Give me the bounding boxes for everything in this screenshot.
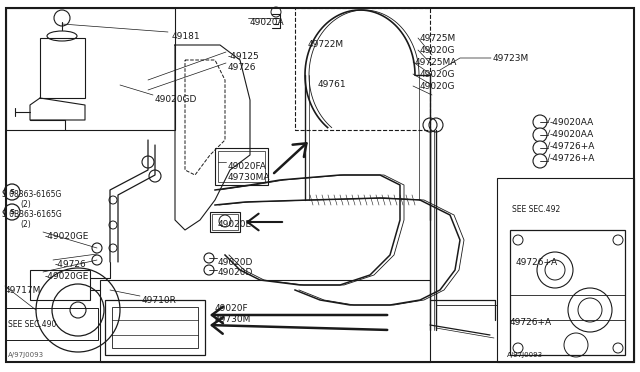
Text: 49726: 49726 — [228, 63, 257, 72]
Text: 49020G: 49020G — [420, 46, 456, 55]
Text: -49726+A: -49726+A — [550, 154, 595, 163]
Text: 49725MA: 49725MA — [415, 58, 458, 67]
Text: SEE SEC.490: SEE SEC.490 — [8, 320, 56, 329]
Text: 49722M: 49722M — [308, 40, 344, 49]
Text: 49730MA: 49730MA — [228, 173, 271, 182]
Text: S 08363-6165G: S 08363-6165G — [2, 190, 61, 199]
Text: 49020GD: 49020GD — [155, 95, 197, 104]
Text: 49710R: 49710R — [142, 296, 177, 305]
Text: A/97J0093: A/97J0093 — [8, 352, 44, 358]
Text: 49020G: 49020G — [420, 82, 456, 91]
Text: 49723M: 49723M — [493, 54, 529, 63]
Text: 49020A: 49020A — [250, 18, 285, 27]
Circle shape — [533, 141, 547, 155]
Text: -49020AA: -49020AA — [550, 130, 595, 139]
Text: -49726: -49726 — [55, 260, 87, 269]
Text: A/97J0093: A/97J0093 — [507, 352, 543, 358]
Text: 49717M: 49717M — [5, 286, 42, 295]
Text: S: S — [10, 209, 15, 215]
Text: -49726+A: -49726+A — [550, 142, 595, 151]
Text: 49020FA: 49020FA — [228, 162, 267, 171]
Text: 49020D: 49020D — [218, 258, 253, 267]
Circle shape — [533, 154, 547, 168]
Circle shape — [533, 128, 547, 142]
Text: 49020G: 49020G — [420, 70, 456, 79]
Text: 49181: 49181 — [172, 32, 200, 41]
Text: -49020AA: -49020AA — [550, 118, 595, 127]
Text: -49020GE: -49020GE — [45, 232, 90, 241]
Text: -49020GE: -49020GE — [45, 272, 90, 281]
Text: 49726+A: 49726+A — [510, 318, 552, 327]
Text: 49020F: 49020F — [215, 304, 248, 313]
Text: 49725M: 49725M — [420, 34, 456, 43]
Text: (2): (2) — [20, 220, 31, 229]
Text: 49761: 49761 — [318, 80, 347, 89]
Text: 49020D: 49020D — [218, 268, 253, 277]
Text: -49125: -49125 — [228, 52, 260, 61]
Text: 49730M: 49730M — [215, 315, 252, 324]
Text: SEE SEC.492: SEE SEC.492 — [512, 205, 560, 214]
Circle shape — [533, 115, 547, 129]
Text: 49726+A: 49726+A — [516, 258, 558, 267]
Text: S: S — [10, 189, 15, 195]
Text: 49020E: 49020E — [218, 220, 252, 229]
Text: (2): (2) — [20, 200, 31, 209]
Text: S 0B363-6165G: S 0B363-6165G — [2, 210, 61, 219]
